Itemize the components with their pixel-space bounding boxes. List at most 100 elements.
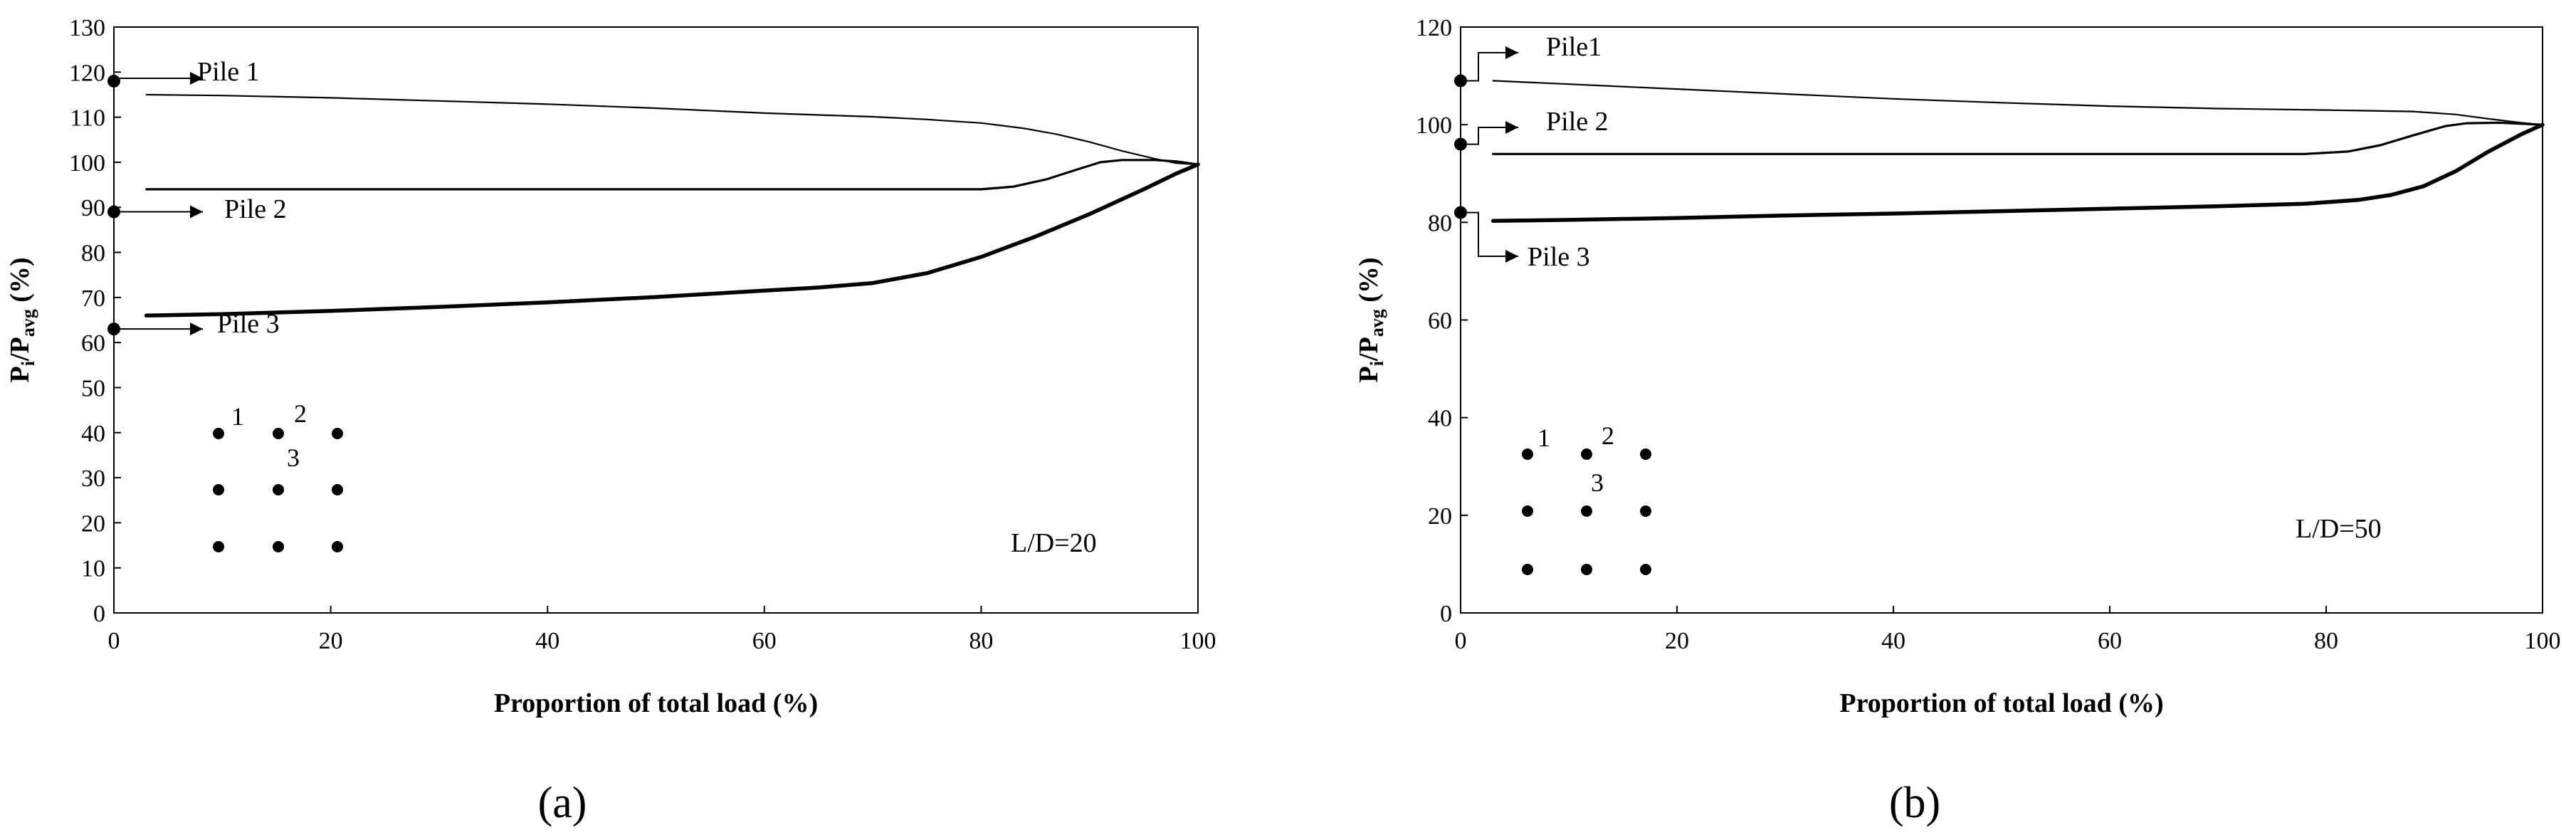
x-tick-label: 40: [1881, 628, 1905, 654]
pile-dot: [332, 541, 343, 552]
y-tick-label: 120: [69, 60, 105, 86]
leader-line: [1466, 211, 1518, 257]
pile-layout-inset: 1 2 3: [213, 399, 343, 552]
series-line-2: [1492, 121, 2544, 155]
pile-dot: [332, 484, 343, 495]
initial-marker-2: [107, 205, 120, 219]
pile-layout-inset: 1 2 3: [1522, 421, 1651, 575]
y-tick-label: 30: [81, 466, 105, 492]
x-tick-label: 20: [319, 628, 343, 654]
pile-number-label: 2: [1602, 421, 1614, 450]
pile-dot: [1522, 505, 1533, 517]
pile-dot: [1640, 564, 1651, 575]
x-tick-label: 100: [2525, 628, 2561, 654]
pile-number-label: 3: [287, 443, 300, 472]
y-tick-label: 50: [81, 375, 105, 401]
y-tick-label: 70: [81, 285, 105, 312]
y-tick-label: 40: [81, 421, 105, 447]
pile-dot: [273, 428, 284, 439]
plot-frame: [113, 26, 1199, 614]
x-tick-label: 0: [108, 628, 120, 654]
series-line-2: [145, 159, 1199, 191]
series-line-1: [145, 93, 1199, 166]
x-axis-title: Proportion of total load (%): [494, 688, 818, 718]
series-line-3: [1491, 122, 2545, 224]
series-label-group-1: Pile1: [1466, 32, 1602, 82]
series-label-2: Pile 2: [1546, 107, 1609, 137]
pile-number-label: 1: [1537, 424, 1550, 452]
pile-dot: [1522, 564, 1533, 575]
y-tick-label: 100: [69, 150, 105, 177]
y-tick-label: 20: [1428, 503, 1452, 530]
pile-dot: [1640, 505, 1651, 517]
x-axis-title: Proportion of total load (%): [1839, 688, 2163, 718]
y-tick-label: 10: [81, 556, 105, 582]
arrow-head: [190, 71, 203, 85]
series-line-3: [144, 162, 1200, 317]
panel-label: (a): [538, 779, 587, 827]
pile-dot: [1522, 448, 1533, 460]
series-line-1: [1492, 80, 2544, 126]
series-label-1: Pile1: [1546, 32, 1602, 62]
pile-dot: [273, 484, 284, 495]
y-tick-label: 110: [70, 105, 105, 132]
series-label-group-1: Pile 1: [120, 57, 260, 87]
x-tick-label: 100: [1180, 628, 1216, 654]
pile-dot: [213, 541, 224, 552]
ld-annotation: L/D=50: [2296, 514, 2382, 544]
arrow-head: [190, 205, 203, 219]
pile-dot: [1581, 564, 1592, 575]
arrow-head: [1505, 121, 1518, 134]
initial-marker-1: [107, 74, 120, 88]
series-label-group-3: Pile 3: [1466, 211, 1590, 272]
arrow-head: [1505, 46, 1518, 59]
pile-dot: [332, 428, 343, 439]
x-tick-label: 80: [969, 628, 993, 654]
x-tick-label: 60: [2098, 628, 2122, 654]
series-label-group-2: Pile 2: [120, 194, 287, 224]
series-label-3: Pile 3: [1528, 242, 1590, 272]
series-label-1: Pile 1: [197, 57, 260, 87]
series-label-3: Pile 3: [217, 309, 280, 339]
panel-label: (b): [1889, 779, 1940, 827]
y-tick-label: 0: [93, 601, 105, 627]
series-label-2: Pile 2: [224, 194, 287, 224]
initial-marker-1: [1454, 74, 1467, 88]
series-label-group-3: Pile 3: [120, 309, 280, 339]
x-tick-label: 0: [1455, 628, 1467, 654]
initial-marker-3: [1454, 206, 1467, 219]
pile-dot: [1640, 448, 1651, 460]
arrow-head: [1505, 250, 1518, 263]
y-tick-label: 20: [81, 510, 105, 537]
chart-panel-a: 0 10 20 30 40 50 60 70 80 90 100 110 120 130 0 20 40 60 80…: [5, 15, 1216, 827]
y-axis-title: Pi/Pavg (%): [1354, 257, 1387, 382]
y-tick-label: 60: [81, 330, 105, 357]
y-tick-label: 0: [1440, 601, 1452, 627]
leader-line: [1466, 52, 1518, 82]
y-tick-label: 40: [1428, 406, 1452, 432]
leader-line: [1466, 127, 1518, 145]
arrow-head: [190, 322, 203, 336]
y-tick-label: 100: [1416, 112, 1452, 139]
y-tick-label: 60: [1428, 308, 1452, 335]
y-tick-label: 130: [69, 15, 105, 41]
pile-dot: [1581, 505, 1592, 517]
ld-annotation: L/D=20: [1011, 528, 1097, 558]
chart-panel-b: 0 20 40 60 80 100 120 0 20 40 60 80 100 Proportion of…: [1354, 15, 2561, 827]
y-tick-label: 80: [1428, 210, 1452, 236]
x-tick-label: 80: [2314, 628, 2338, 654]
x-tick-label: 20: [1665, 628, 1689, 654]
pile-dot: [273, 541, 284, 552]
pile-number-label: 3: [1591, 468, 1604, 497]
x-tick-label: 60: [752, 628, 777, 654]
initial-marker-3: [107, 322, 120, 336]
series-label-group-2: Pile 2: [1466, 107, 1609, 145]
pile-dot: [1581, 448, 1592, 460]
y-tick-label: 80: [81, 241, 105, 267]
y-tick-label: 120: [1416, 15, 1452, 41]
x-tick-label: 40: [535, 628, 559, 654]
pile-dot: [213, 484, 224, 495]
pile-number-label: 1: [231, 402, 244, 431]
initial-marker-2: [1454, 137, 1467, 151]
